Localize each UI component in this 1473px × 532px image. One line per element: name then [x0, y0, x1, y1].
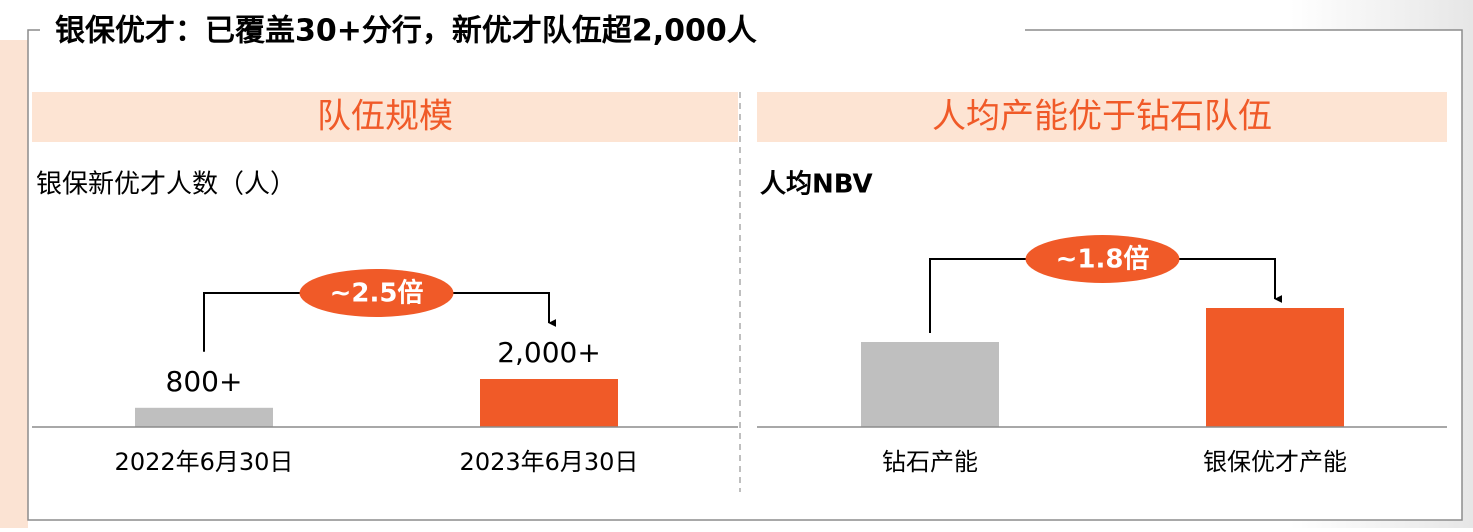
header-band: [757, 92, 1447, 142]
x-tick-label: 2022年6月30日: [115, 448, 294, 476]
chart-title: 银保新优才人数（人）: [36, 170, 296, 200]
x-tick-label: 钻石产能: [882, 448, 978, 476]
panel-header: 人均产能优于钻石队伍: [932, 97, 1272, 137]
annotation: ~2.5倍: [330, 278, 424, 309]
bar: [1206, 308, 1344, 427]
x-tick-label: 2023年6月30日: [460, 448, 639, 476]
value-label: 800+: [166, 365, 243, 398]
bar: [135, 407, 273, 427]
value-label: 2,000+: [497, 336, 601, 369]
chart-title: 人均NBV: [760, 170, 873, 200]
side-strip: [0, 40, 28, 528]
bar: [480, 379, 618, 427]
x-tick-label: 银保优才产能: [1203, 448, 1347, 476]
annotation-badge: [1025, 235, 1180, 283]
annotation: ~1.8倍: [1056, 244, 1150, 275]
panel-header: 队伍规模: [317, 97, 453, 137]
title-bg: [40, 5, 1025, 55]
bar: [861, 342, 999, 427]
annotation-badge: [299, 269, 454, 317]
header-band: [32, 92, 738, 142]
slide-title: 银保优才：已覆盖30+分行，新优才队伍超2,000人: [55, 14, 757, 49]
